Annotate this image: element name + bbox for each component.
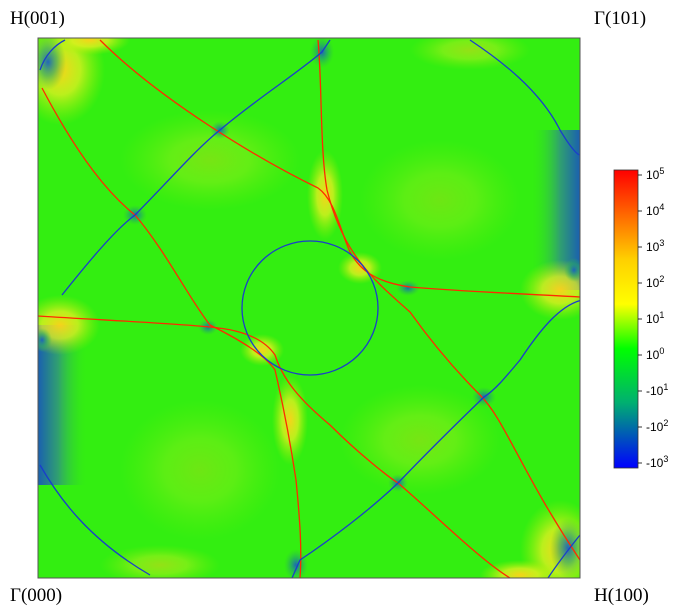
red-curve [99,39,580,298]
dark-spot [284,549,308,578]
glow [340,385,500,495]
red-curve [38,315,511,578]
dark-spot [564,258,580,282]
colorbar-tick-label: 104 [646,202,664,218]
colorbar: 105 104 103 102 101 100 -101 -102 -103 [613,166,668,470]
label-h100: H(100) [594,585,649,606]
red-curves [38,39,580,578]
red-curve [317,39,580,561]
blue-curve [291,299,580,578]
blue-curve [39,464,151,576]
glow [100,545,220,578]
label-h001: H(001) [10,8,65,29]
glow [120,400,280,540]
colorbar-ticks: 105 104 103 102 101 100 -101 -102 -103 [638,166,668,470]
glow [410,38,530,70]
colorbar-tick-label: 101 [646,310,664,326]
colorbar-tick-label: -101 [646,382,668,398]
colorbar-tick-label: 105 [646,166,664,182]
glow [50,38,130,55]
colorbar-tick-label: -103 [646,454,668,470]
label-gamma101: Γ(101) [594,8,647,29]
glow [272,375,308,465]
red-curve [41,87,302,578]
dark-spot [310,38,334,68]
blue-curve [61,39,331,296]
colorbar-tick-label: 103 [646,238,664,254]
glow [38,295,100,355]
colorbar-tick-label: 102 [646,274,664,290]
blue-curve [39,39,66,71]
label-gamma000: Γ(000) [10,585,63,606]
heatmap-field [38,38,580,578]
colorbar-gradient [613,169,639,469]
glow [480,560,560,578]
dark-spot [38,328,52,352]
plot-frame [37,37,581,579]
heatmap-background [38,38,580,578]
blue-loop [241,240,379,376]
glow [120,110,300,210]
blue-curve [547,534,580,578]
glow [360,140,520,260]
dark-spot [550,518,580,578]
dark-spot [396,280,420,296]
blue-curve [469,39,580,156]
colorbar-tick-label: -102 [646,418,668,434]
blue-curves [39,39,580,578]
colorbar-tick-label: 100 [646,346,664,362]
dark-spot [38,38,66,90]
